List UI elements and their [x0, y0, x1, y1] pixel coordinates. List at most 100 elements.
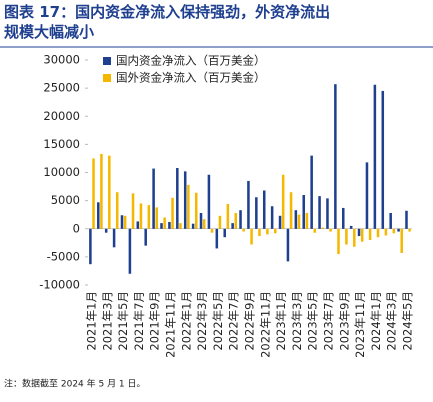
x-tick-label: 2023年11月: [353, 291, 367, 358]
bar: [100, 153, 103, 229]
bar: [305, 213, 309, 229]
bar: [274, 228, 277, 234]
bar: [115, 192, 119, 229]
bar: [286, 228, 290, 262]
bar: [345, 228, 348, 245]
bar: [239, 210, 242, 229]
bar: [368, 228, 372, 240]
bar: [408, 228, 411, 232]
bar: [357, 228, 361, 237]
x-tick-label: 2021年1月: [84, 291, 98, 351]
bar: [334, 84, 337, 229]
bar: [384, 228, 388, 236]
bar: [258, 228, 261, 237]
legend-swatch: [103, 74, 111, 82]
bar: [136, 221, 140, 229]
bar: [104, 228, 108, 233]
chart-title: 图表 17：国内资金净流入保持强劲，外资净流出规模大幅减小: [4, 3, 330, 41]
x-tick-label: 2021年9月: [148, 291, 162, 351]
bar: [337, 228, 340, 255]
bar: [97, 202, 100, 229]
bar: [179, 223, 182, 229]
bar: [176, 168, 179, 229]
bar: [397, 228, 400, 232]
bar: [250, 228, 253, 245]
x-tick-label: 2023年7月: [322, 291, 336, 351]
bar: [310, 155, 313, 229]
y-tick-label: -5000: [47, 249, 80, 263]
bar: [183, 171, 187, 229]
bar: [270, 206, 274, 229]
bar: [326, 198, 329, 229]
bar: [123, 215, 127, 229]
bar: [128, 228, 132, 274]
x-tick-label: 2022年9月: [243, 291, 257, 351]
x-tick-label: 2024年5月: [401, 291, 415, 351]
bar: [400, 228, 403, 253]
bar: [278, 215, 282, 229]
legend-label: 国外资金净流入（百万美金）: [116, 71, 266, 85]
y-tick-label: 5000: [51, 193, 80, 207]
bar: [120, 215, 124, 229]
bar: [131, 193, 135, 229]
bar: [218, 215, 222, 229]
bar: [226, 204, 230, 229]
bar: [242, 228, 245, 232]
bar: [392, 228, 396, 234]
bar: [349, 225, 353, 229]
bar: [160, 223, 163, 229]
x-tick-label: 2021年5月: [116, 291, 130, 351]
y-tick-label: 30000: [43, 53, 80, 67]
bar: [289, 192, 293, 229]
bar: [373, 84, 377, 229]
bar: [313, 228, 317, 233]
bar: [297, 214, 301, 229]
note: 注：数据截至 2024 年 5 月 1 日。: [4, 378, 146, 390]
bar: [353, 228, 356, 247]
bar: [321, 227, 324, 229]
bar: [207, 174, 211, 229]
x-tick-label: 2023年3月: [290, 291, 304, 351]
bar: [139, 203, 143, 229]
bar: [191, 223, 195, 229]
bar: [144, 228, 147, 246]
y-tick-label: -10000: [39, 278, 80, 292]
bar: [247, 180, 250, 229]
bar: [163, 217, 166, 229]
bar: [360, 228, 364, 242]
y-tick-label: 15000: [43, 137, 80, 151]
x-tick-label: 2022年5月: [211, 291, 225, 351]
bar: [405, 210, 408, 229]
x-tick-label: 2022年7月: [227, 291, 241, 351]
bar: [168, 222, 171, 229]
x-tick-label: 2022年1月: [179, 291, 193, 351]
bar: [234, 213, 238, 229]
bar: [194, 192, 198, 229]
y-tick-label: 0: [73, 221, 80, 235]
bar: [210, 228, 214, 233]
bar: [342, 207, 345, 229]
bar: [171, 197, 174, 229]
bar: [89, 228, 92, 265]
x-tick-label: 2023年1月: [274, 291, 288, 351]
bar: [262, 190, 266, 229]
legend-label: 国内资金净流入（百万美金）: [116, 54, 266, 68]
bar: [302, 195, 306, 229]
bar: [255, 197, 258, 229]
x-tick-label: 2022年3月: [195, 291, 209, 351]
x-tick-label: 2023年9月: [337, 291, 351, 351]
x-tick-label: 2021年7月: [132, 291, 146, 351]
bar: [294, 210, 298, 229]
x-tick-label: 2021年3月: [100, 291, 114, 351]
bar: [152, 168, 155, 229]
bar: [231, 223, 234, 229]
y-tick-label: 25000: [43, 81, 80, 95]
bar: [389, 213, 392, 229]
y-tick-label: 10000: [43, 165, 80, 179]
bar: [108, 155, 111, 229]
bar: [281, 174, 285, 229]
legend-swatch: [103, 57, 111, 65]
y-tick-label: 20000: [43, 109, 80, 123]
bar: [223, 228, 226, 238]
